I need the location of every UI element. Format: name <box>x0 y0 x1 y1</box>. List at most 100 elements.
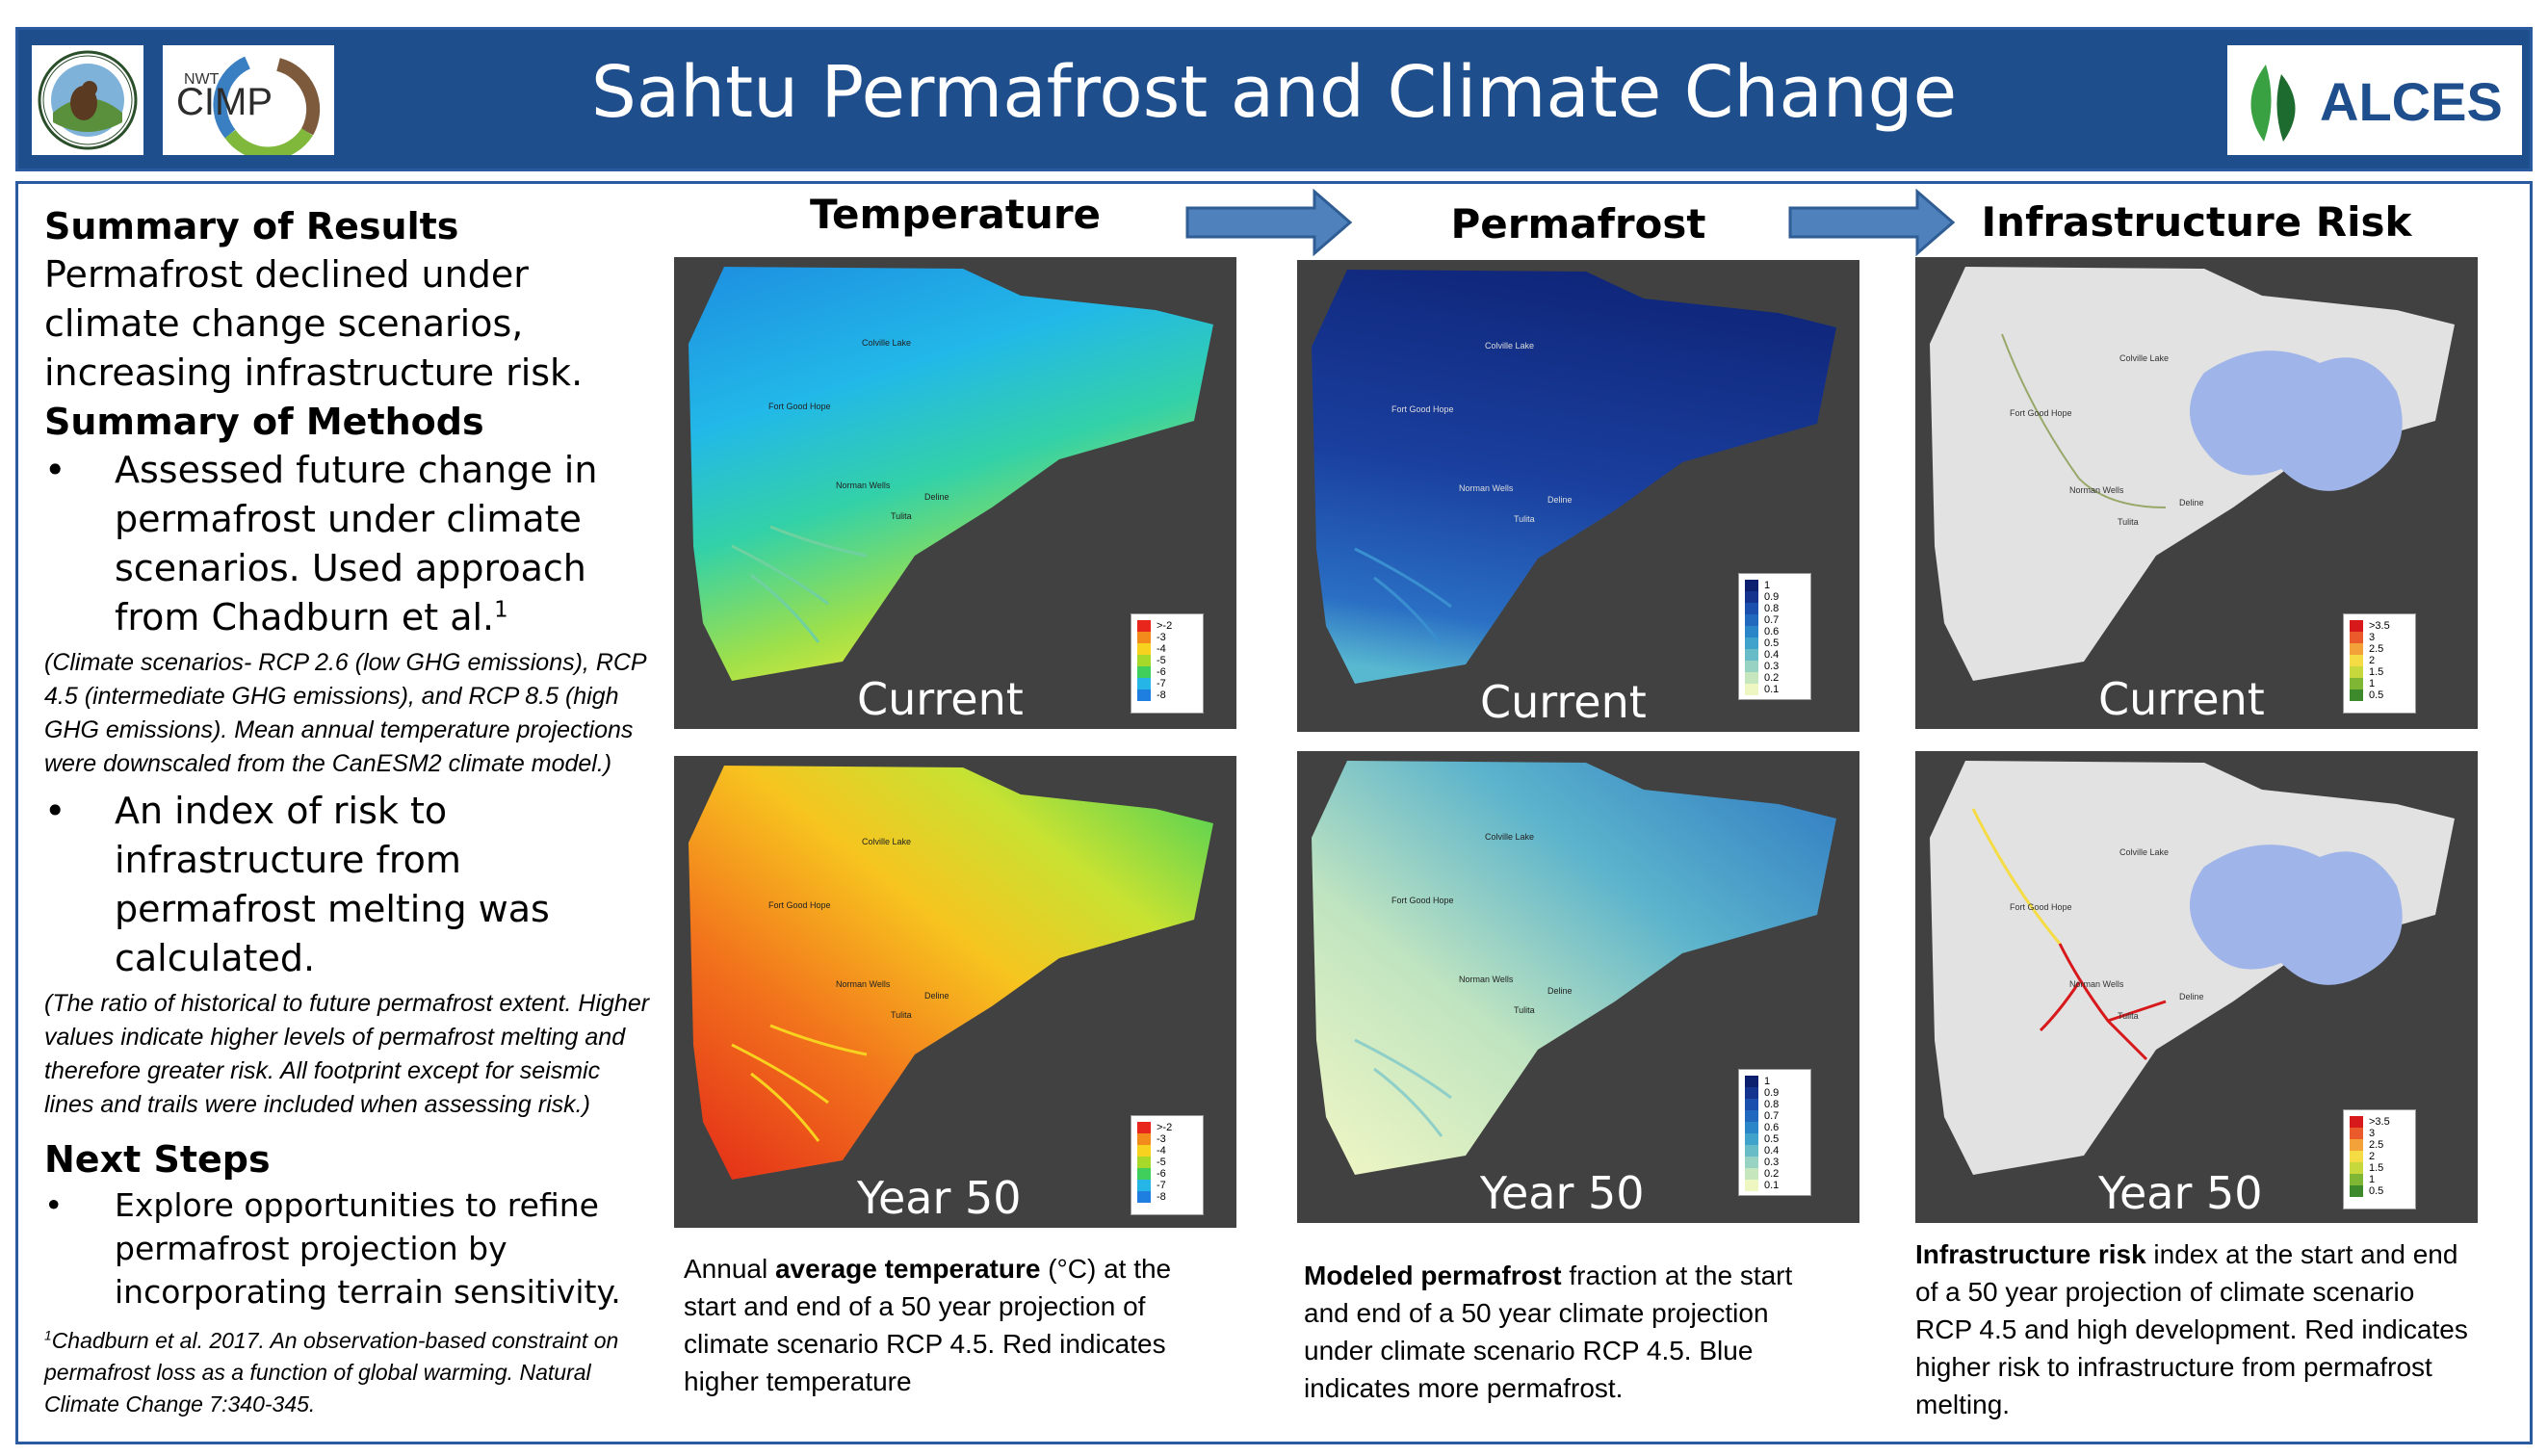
label-norman-wells: Norman Wells <box>2069 979 2124 989</box>
legend-label: 1 <box>1764 1076 1771 1087</box>
alces-text: ALCES <box>2320 71 2503 132</box>
legend-swatch <box>1745 1099 1758 1110</box>
legend-label: -5 <box>1157 1157 1166 1168</box>
legend-label: 0.3 <box>1764 661 1780 672</box>
summary-results-heading: Summary of Results <box>44 205 459 247</box>
legend-label: 1.5 <box>2369 666 2384 678</box>
legend-label: -4 <box>1157 1145 1166 1157</box>
label-tulita: Tulita <box>891 511 912 521</box>
legend-label: 0.8 <box>1764 603 1780 614</box>
label-deline: Deline <box>1547 986 1573 996</box>
legend-label: 0.5 <box>1764 637 1780 649</box>
legend-swatch <box>2350 620 2363 632</box>
label-fort-good-hope: Fort Good Hope <box>768 402 831 411</box>
risk-future-map: Colville Lake Fort Good Hope Norman Well… <box>1915 751 2478 1223</box>
legend-label: 0.7 <box>1764 1110 1780 1122</box>
legend-swatch <box>1137 643 1151 655</box>
legend-label: -6 <box>1157 1168 1166 1180</box>
label-colville-lake: Colville Lake <box>2119 353 2169 363</box>
legend-swatch <box>1745 1168 1758 1180</box>
permafrost-current-label: Current <box>1480 676 1647 728</box>
label-norman-wells: Norman Wells <box>836 481 891 490</box>
permafrost-legend: 1 0.9 0.8 0.7 0.6 0.5 0.4 0.3 0.2 0.1 <box>1738 1069 1811 1196</box>
permafrost-caption-post: fraction at the start and end of a 50 ye… <box>1304 1261 1793 1403</box>
method-2-note: (The ratio of historical to future perma… <box>44 990 650 1118</box>
permafrost-caption: Modeled permafrost fraction at the start… <box>1304 1257 1843 1407</box>
risk-future-label: Year 50 <box>2098 1167 2263 1219</box>
legend-label: 0.1 <box>1764 684 1780 695</box>
legend-swatch <box>2350 678 2363 689</box>
legend-swatch <box>1745 603 1758 614</box>
legend-swatch <box>2350 1116 2363 1128</box>
temperature-future-map: Colville Lake Fort Good Hope Norman Well… <box>674 756 1236 1228</box>
legend-swatch <box>2350 1139 2363 1151</box>
footnote-text: Chadburn et al. 2017. An observation-bas… <box>44 1328 619 1417</box>
legend-swatch <box>2350 1128 2363 1139</box>
temperature-caption-post: (°C) at the start and end of a 50 year p… <box>684 1254 1172 1396</box>
summary-methods-heading: Summary of Methods <box>44 401 484 443</box>
legend-label: 0.5 <box>2369 689 2384 701</box>
risk-current-map: Colville Lake Fort Good Hope Norman Well… <box>1915 257 2478 729</box>
sahtu-logo <box>32 45 143 155</box>
legend-label: 2 <box>2369 1151 2376 1162</box>
label-deline: Deline <box>924 492 949 502</box>
legend-swatch <box>1137 620 1151 632</box>
permafrost-legend: 1 0.9 0.8 0.7 0.6 0.5 0.4 0.3 0.2 0.1 <box>1738 573 1811 700</box>
label-fort-good-hope: Fort Good Hope <box>1391 896 1454 905</box>
method-bullet-2: • An index of risk to infrastructure fro… <box>44 787 651 983</box>
legend-label: 0.6 <box>1764 626 1780 637</box>
label-fort-good-hope: Fort Good Hope <box>2010 902 2072 912</box>
legend-swatch <box>1745 591 1758 603</box>
label-tulita: Tulita <box>1514 514 1535 524</box>
legend-swatch <box>1745 649 1758 661</box>
legend-label: 0.1 <box>1764 1180 1780 1191</box>
legend-swatch <box>2350 1185 2363 1197</box>
legend-label: 3 <box>2369 632 2376 643</box>
legend-swatch <box>1745 1145 1758 1157</box>
permafrost-caption-bold: Modeled permafrost <box>1304 1261 1562 1290</box>
legend-label: 0.3 <box>1764 1157 1780 1168</box>
next-steps-heading: Next Steps <box>44 1138 271 1181</box>
legend-label: 0.6 <box>1764 1122 1780 1133</box>
label-deline: Deline <box>2179 498 2204 507</box>
legend-swatch <box>1745 637 1758 649</box>
summary-results-text: Permafrost declined under climate change… <box>44 253 584 394</box>
legend-label: 0.9 <box>1764 1087 1780 1099</box>
risk-caption-bold: Infrastructure risk <box>1915 1239 2146 1269</box>
arrow-right-icon <box>1185 189 1353 256</box>
legend-label: >3.5 <box>2369 620 2390 632</box>
legend-swatch <box>1745 1076 1758 1087</box>
label-norman-wells: Norman Wells <box>1459 483 1514 493</box>
footnote: 1Chadburn et al. 2017. An observation-ba… <box>44 1325 651 1420</box>
label-deline: Deline <box>924 991 949 1001</box>
arrow-right-icon <box>1788 189 1956 256</box>
method-1-note: (Climate scenarios- RCP 2.6 (low GHG emi… <box>44 649 646 777</box>
legend-swatch <box>1137 689 1151 701</box>
permafrost-future-map: Colville Lake Fort Good Hope Norman Well… <box>1297 751 1859 1223</box>
label-tulita: Tulita <box>891 1010 912 1020</box>
cimp-nwt-text: NWT <box>184 71 220 88</box>
legend-swatch <box>2350 643 2363 655</box>
label-tulita: Tulita <box>2118 1011 2139 1021</box>
legend-swatch <box>1745 1122 1758 1133</box>
legend-label: 0.5 <box>1764 1133 1780 1145</box>
bullet-dot: • <box>44 1186 64 1224</box>
temperature-future-label: Year 50 <box>857 1172 1022 1224</box>
legend-swatch <box>1137 1168 1151 1180</box>
label-deline: Deline <box>1547 495 1573 505</box>
temperature-caption: Annual average temperature (°C) at the s… <box>684 1250 1223 1400</box>
method-1-text: Assessed future change in permafrost und… <box>115 449 598 638</box>
bullet-dot: • <box>44 790 66 832</box>
legend-label: 0.4 <box>1764 1145 1780 1157</box>
risk-legend: >3.5 3 2.5 2 1.5 1 0.5 <box>2343 613 2416 714</box>
temperature-caption-pre: Annual <box>684 1254 775 1284</box>
legend-swatch <box>2350 689 2363 701</box>
temperature-title: Temperature <box>809 191 1102 238</box>
legend-swatch <box>2350 1162 2363 1174</box>
legend-label: -7 <box>1157 1180 1166 1191</box>
method-2-text: An index of risk to infrastructure from … <box>115 790 550 979</box>
cimp-text: CIMP <box>176 81 273 123</box>
legend-label: -8 <box>1157 1191 1166 1203</box>
legend-label: >3.5 <box>2369 1116 2390 1128</box>
legend-swatch <box>1745 1157 1758 1168</box>
